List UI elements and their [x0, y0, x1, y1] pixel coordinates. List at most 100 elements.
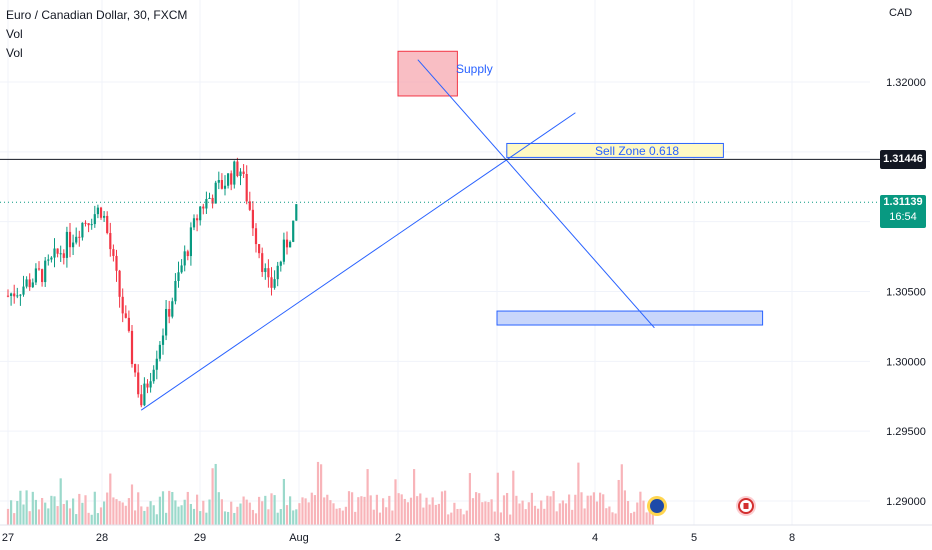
- volume-bar: [459, 508, 462, 525]
- volume-bar: [512, 470, 515, 525]
- volume-bar: [282, 478, 285, 525]
- x-tick-label: 27: [2, 532, 14, 544]
- volume-bar: [220, 499, 223, 525]
- last-price: 1.31139: [883, 196, 923, 208]
- price-tag-last: 1.31139 16:54: [880, 195, 926, 228]
- volume-bar: [422, 507, 425, 525]
- volume-bar: [344, 506, 347, 525]
- candle-body: [189, 227, 192, 257]
- volume-bar: [205, 512, 208, 525]
- volume-bar: [608, 506, 611, 525]
- symbol-title[interactable]: Euro / Canadian Dollar, 30, FXCM: [6, 8, 188, 22]
- volume-bar: [583, 508, 586, 525]
- volume-bar: [270, 493, 273, 525]
- candle-body: [37, 268, 41, 270]
- volume-bar: [19, 490, 22, 525]
- volume-bar: [37, 509, 41, 525]
- candle-body: [276, 265, 279, 280]
- volume-bar: [130, 484, 134, 525]
- volume-bar: [518, 503, 521, 525]
- volume-bar: [96, 513, 99, 525]
- volume-bar: [75, 514, 78, 525]
- price-tag-horizontal-line: 1.31446: [880, 150, 926, 169]
- volume-bar: [264, 495, 267, 525]
- volume-bar: [233, 512, 236, 525]
- countdown-timer: 16:54: [889, 211, 917, 223]
- candle-body: [245, 173, 248, 202]
- volume-bar: [223, 511, 227, 525]
- volume-bar: [99, 507, 103, 525]
- event-icons[interactable]: [647, 496, 756, 516]
- volume-legend[interactable]: Vol: [6, 27, 23, 41]
- volume-bar: [149, 501, 152, 525]
- volume-bar: [388, 495, 391, 525]
- volume-bar: [56, 506, 59, 525]
- candle-body: [127, 317, 130, 331]
- volume-bar: [134, 510, 137, 525]
- volume-bar: [165, 512, 168, 525]
- volume-bar: [524, 509, 527, 525]
- candle-body: [59, 253, 62, 255]
- volume-bar: [506, 492, 509, 525]
- candle-body: [208, 197, 211, 199]
- volume-bar: [416, 496, 419, 525]
- candle-body: [174, 280, 177, 302]
- volume-bar: [453, 502, 456, 525]
- volume-bar: [230, 501, 233, 525]
- candle-body: [295, 204, 298, 221]
- zone-1: [506, 142, 724, 158]
- candle-body: [270, 277, 273, 288]
- candle-body: [155, 358, 158, 370]
- volume-bar: [34, 499, 37, 525]
- volume-bar: [347, 491, 351, 525]
- volume-legend-2[interactable]: Vol: [6, 46, 23, 60]
- x-tick-label: 28: [96, 532, 108, 544]
- candle-body: [28, 279, 31, 288]
- zones: [397, 50, 764, 326]
- candle-body: [196, 218, 199, 221]
- volume-bar: [276, 512, 279, 525]
- volume-bar: [261, 501, 264, 525]
- volume-bar: [397, 493, 400, 525]
- volume-bar: [338, 508, 341, 525]
- volume-bar: [428, 504, 431, 525]
- volume-bar: [484, 501, 487, 525]
- y-axis: 1.29000 1.29500 1.30000 1.30500 1.32000: [886, 77, 926, 508]
- x-tick-label: 2: [395, 532, 401, 544]
- volume-bar: [413, 469, 416, 525]
- x-tick-label: 8: [789, 532, 795, 544]
- candle-body: [236, 161, 239, 177]
- volume-bar: [471, 498, 475, 525]
- volume-bar: [273, 495, 276, 525]
- volume-bar: [152, 505, 155, 525]
- volume-bar: [323, 497, 326, 525]
- x-tick-label: 3: [494, 532, 500, 544]
- candle-body: [239, 171, 242, 177]
- volume-bar: [409, 497, 413, 525]
- volume-bar: [295, 509, 298, 525]
- candle-body: [50, 257, 53, 260]
- candle-body: [134, 364, 137, 373]
- sell-zone-label: Sell Zone 0.618: [595, 144, 680, 158]
- volume-bar: [577, 462, 580, 525]
- candle-body: [171, 301, 174, 317]
- volume-bar: [639, 491, 642, 525]
- volume-bar: [620, 464, 623, 525]
- volume-bar: [440, 491, 444, 525]
- candle-body: [41, 269, 44, 283]
- y-tick-label: 1.30000: [886, 356, 926, 368]
- volume-bar: [90, 514, 93, 525]
- volume-bar: [87, 512, 90, 525]
- x-tick-label: Aug: [289, 532, 309, 544]
- volume-bar: [382, 498, 385, 525]
- volume-bar: [62, 503, 65, 525]
- volume-bar: [372, 509, 375, 525]
- volume-bar: [307, 502, 310, 525]
- candle-body: [19, 294, 22, 296]
- volume-bar: [127, 498, 130, 525]
- candle-body: [112, 249, 115, 256]
- candle-body: [6, 295, 10, 297]
- volume-bar: [10, 500, 13, 525]
- candle-body: [75, 236, 78, 243]
